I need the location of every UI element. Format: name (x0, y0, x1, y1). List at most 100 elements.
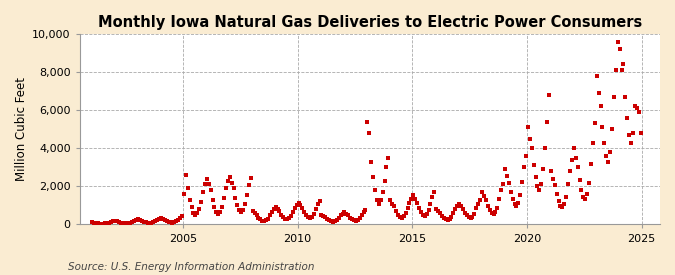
Point (251, 213, 262, 217)
Point (339, 210, 350, 214)
Point (226, 180, 237, 185)
Point (293, 200, 304, 205)
Point (502, 174, 512, 178)
Point (414, 206, 425, 210)
Point (484, 208, 495, 212)
Title: Monthly Iowa Natural Gas Deliveries to Electric Power Consumers: Monthly Iowa Natural Gas Deliveries to E… (98, 15, 642, 30)
Point (304, 216, 315, 220)
Point (394, 215, 405, 219)
Point (247, 209, 258, 213)
Point (416, 210, 427, 214)
Point (463, 215, 474, 220)
Point (580, 197, 591, 201)
Point (373, 201, 384, 206)
Point (286, 213, 296, 218)
Point (481, 198, 491, 202)
Point (182, 186, 193, 191)
Point (534, 188, 545, 192)
Point (522, 125, 533, 130)
Point (136, 218, 147, 223)
Point (192, 211, 202, 215)
Point (318, 214, 329, 218)
Point (410, 197, 421, 201)
Point (506, 190, 516, 194)
Point (435, 211, 446, 215)
Point (313, 202, 323, 207)
Point (175, 216, 186, 220)
Point (610, 68, 621, 72)
Point (635, 131, 646, 135)
Point (622, 116, 632, 120)
Point (186, 205, 197, 210)
Point (593, 91, 604, 95)
Point (200, 182, 211, 187)
Point (123, 221, 134, 226)
Point (486, 211, 497, 215)
Point (169, 220, 180, 224)
Point (439, 216, 450, 220)
Point (517, 179, 528, 184)
Point (238, 208, 248, 212)
Point (402, 205, 413, 210)
Point (177, 214, 188, 219)
Point (557, 205, 568, 210)
Point (540, 146, 551, 150)
Point (545, 169, 556, 173)
Point (421, 212, 432, 216)
Point (274, 209, 285, 213)
Point (125, 221, 136, 225)
Point (268, 207, 279, 211)
Point (259, 219, 269, 223)
Point (325, 219, 336, 224)
Point (472, 201, 483, 206)
Point (242, 193, 252, 197)
Point (549, 183, 560, 188)
Point (515, 192, 526, 197)
Point (331, 218, 342, 222)
Point (86, 220, 97, 224)
Point (371, 197, 382, 202)
Point (348, 218, 359, 223)
Point (341, 211, 352, 216)
Point (104, 221, 115, 225)
Point (203, 182, 214, 187)
Point (518, 165, 529, 169)
Point (479, 194, 489, 198)
Point (213, 212, 223, 216)
Point (272, 207, 283, 211)
Point (465, 216, 476, 220)
Point (322, 217, 333, 222)
Point (538, 167, 549, 171)
Point (217, 205, 227, 210)
Point (159, 217, 170, 222)
Point (215, 210, 225, 214)
Point (587, 140, 598, 145)
Point (201, 177, 212, 181)
Point (385, 197, 396, 202)
Point (335, 213, 346, 218)
Point (632, 106, 643, 111)
Point (456, 204, 466, 208)
Point (256, 218, 267, 223)
Point (427, 195, 438, 199)
Point (88, 220, 99, 225)
Point (95, 221, 105, 226)
Point (352, 218, 363, 222)
Point (513, 201, 524, 205)
Point (597, 125, 608, 130)
Point (270, 205, 281, 210)
Point (129, 219, 140, 223)
Point (477, 190, 487, 194)
Point (279, 216, 290, 221)
Point (582, 192, 593, 197)
Point (180, 173, 191, 177)
Point (559, 202, 570, 207)
Point (483, 204, 493, 208)
Point (609, 95, 620, 99)
Point (379, 178, 390, 183)
Point (624, 133, 634, 137)
Point (450, 207, 460, 211)
Point (240, 202, 250, 207)
Point (161, 219, 172, 223)
Point (377, 190, 388, 194)
